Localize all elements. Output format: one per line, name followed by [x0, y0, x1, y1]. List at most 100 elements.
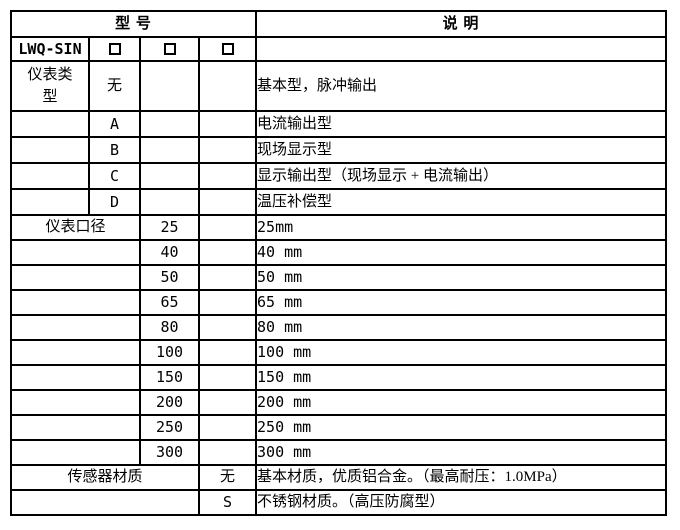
model-code-row: LWQ-SIN [10, 36, 668, 62]
type-row: B 现场显示型 [10, 136, 668, 164]
material-section-label: 传感器材质 [10, 464, 200, 491]
material-code-cell: 无 [197, 464, 258, 491]
empty-cell [10, 289, 141, 316]
model-header-cell: 型 号 [9, 10, 258, 38]
type-desc-cell: 显示输出型（现场显示 + 电流输出） [255, 162, 668, 190]
type-desc-cell: 基本型，脉冲输出 [255, 60, 668, 112]
empty-cell [197, 314, 258, 341]
empty-cell [10, 314, 141, 341]
empty-cell [197, 60, 258, 112]
type-code-cell: D [88, 188, 141, 216]
type-section-label: 仪表类型 [10, 60, 90, 112]
empty-cell [139, 162, 200, 190]
diameter-desc-cell: 150 mm [255, 364, 668, 391]
type-code-cell: C [88, 162, 141, 190]
diameter-row: 80 80 mm [10, 314, 668, 341]
diameter-desc-cell: 65 mm [255, 289, 668, 316]
empty-cell [197, 239, 258, 266]
diameter-code-cell: 80 [139, 314, 200, 341]
diameter-code-cell: 300 [139, 439, 200, 466]
type-desc-cell: 现场显示型 [255, 136, 668, 164]
diameter-row: 65 65 mm [10, 289, 668, 316]
empty-cell [197, 264, 258, 291]
header-row: 型 号 说 明 [9, 10, 668, 38]
model-spec-table: 型 号 说 明 LWQ-SIN 仪表类型 无 基本型，脉冲输出 A 电流输出型 [9, 10, 668, 516]
diameter-code-cell: 50 [139, 264, 200, 291]
empty-cell [197, 364, 258, 391]
model-box-icon [163, 43, 176, 56]
empty-cell [10, 162, 90, 190]
empty-cell [10, 188, 90, 216]
material-row: S 不锈钢材质。（高压防腐型） [10, 489, 668, 516]
diameter-desc-cell: 80 mm [255, 314, 668, 341]
model-box-cell-2 [139, 36, 200, 62]
empty-cell [197, 214, 258, 241]
type-desc-cell: 电流输出型 [255, 110, 668, 138]
diameter-row: 50 50 mm [10, 264, 668, 291]
type-row: 仪表类型 无 基本型，脉冲输出 [10, 60, 668, 112]
empty-cell [139, 188, 200, 216]
diameter-code-cell: 150 [139, 364, 200, 391]
diameter-desc-cell: 40 mm [255, 239, 668, 266]
empty-cell [10, 489, 200, 516]
diameter-desc-cell: 200 mm [255, 389, 668, 416]
type-desc-cell: 温压补偿型 [255, 188, 668, 216]
diameter-row: 300 300 mm [10, 439, 668, 466]
diameter-code-cell: 200 [139, 389, 200, 416]
empty-cell [10, 239, 141, 266]
type-row: D 温压补偿型 [10, 188, 668, 216]
diameter-section-label: 仪表口径 [10, 214, 141, 241]
empty-cell [197, 389, 258, 416]
empty-cell [197, 136, 258, 164]
diameter-row: 250 250 mm [10, 414, 668, 441]
empty-cell [197, 110, 258, 138]
diameter-code-cell: 250 [139, 414, 200, 441]
diameter-row: 150 150 mm [10, 364, 668, 391]
type-row: C 显示输出型（现场显示 + 电流输出） [10, 162, 668, 190]
empty-cell [10, 439, 141, 466]
empty-cell [197, 188, 258, 216]
diameter-row: 200 200 mm [10, 389, 668, 416]
model-box-cell-1 [88, 36, 141, 62]
empty-cell [255, 36, 668, 62]
diameter-code-cell: 100 [139, 339, 200, 366]
diameter-row: 仪表口径 25 25mm [10, 214, 668, 241]
material-desc-cell: 基本材质，优质铝合金。（最高耐压：1.0MPa） [255, 464, 668, 491]
material-code-cell: S [197, 489, 258, 516]
empty-cell [197, 439, 258, 466]
diameter-code-cell: 65 [139, 289, 200, 316]
diameter-desc-cell: 250 mm [255, 414, 668, 441]
type-code-cell: B [88, 136, 141, 164]
material-desc-cell: 不锈钢材质。（高压防腐型） [255, 489, 668, 516]
model-prefix-cell: LWQ-SIN [10, 36, 90, 62]
empty-cell [139, 110, 200, 138]
empty-cell [197, 162, 258, 190]
diameter-row: 100 100 mm [10, 339, 668, 366]
empty-cell [139, 60, 200, 112]
diameter-code-cell: 25 [139, 214, 200, 241]
model-box-cell-3 [197, 36, 258, 62]
type-code-cell: A [88, 110, 141, 138]
diameter-desc-cell: 50 mm [255, 264, 668, 291]
empty-cell [197, 339, 258, 366]
empty-cell [10, 264, 141, 291]
model-box-icon [108, 43, 121, 56]
type-code-cell: 无 [88, 60, 141, 112]
diameter-desc-cell: 300 mm [255, 439, 668, 466]
empty-cell [197, 289, 258, 316]
material-row: 传感器材质 无 基本材质，优质铝合金。（最高耐压：1.0MPa） [10, 464, 668, 491]
empty-cell [10, 364, 141, 391]
diameter-code-cell: 40 [139, 239, 200, 266]
empty-cell [10, 339, 141, 366]
empty-cell [10, 136, 90, 164]
empty-cell [10, 389, 141, 416]
empty-cell [10, 110, 90, 138]
diameter-row: 40 40 mm [10, 239, 668, 266]
empty-cell [10, 414, 141, 441]
type-row: A 电流输出型 [10, 110, 668, 138]
description-header-cell: 说 明 [255, 10, 668, 38]
model-box-icon [221, 43, 234, 56]
diameter-desc-cell: 100 mm [255, 339, 668, 366]
empty-cell [139, 136, 200, 164]
